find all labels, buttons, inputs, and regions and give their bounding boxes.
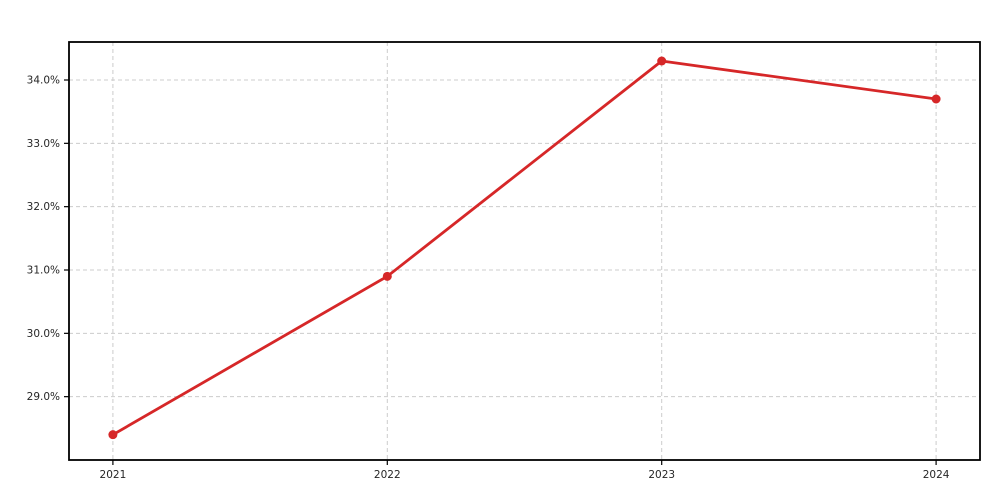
x-tick-label: 2022: [374, 469, 401, 481]
data-point: [108, 430, 118, 440]
x-tick-label: 2021: [100, 469, 127, 481]
data-point: [931, 94, 941, 104]
plot-frame: [68, 41, 981, 461]
data-point: [657, 56, 667, 66]
y-tick-label: 33.0%: [27, 138, 60, 150]
y-tick-label: 29.0%: [27, 391, 60, 403]
trend-line: [111, 59, 938, 437]
x-tick-label: 2024: [923, 469, 950, 481]
x-tick-label: 2023: [648, 469, 675, 481]
y-tick-label: 31.0%: [27, 265, 60, 277]
y-tick-label: 34.0%: [27, 75, 60, 87]
y-tick-label: 32.0%: [27, 201, 60, 213]
y-tick-label: 30.0%: [27, 328, 60, 340]
data-point: [382, 271, 392, 281]
